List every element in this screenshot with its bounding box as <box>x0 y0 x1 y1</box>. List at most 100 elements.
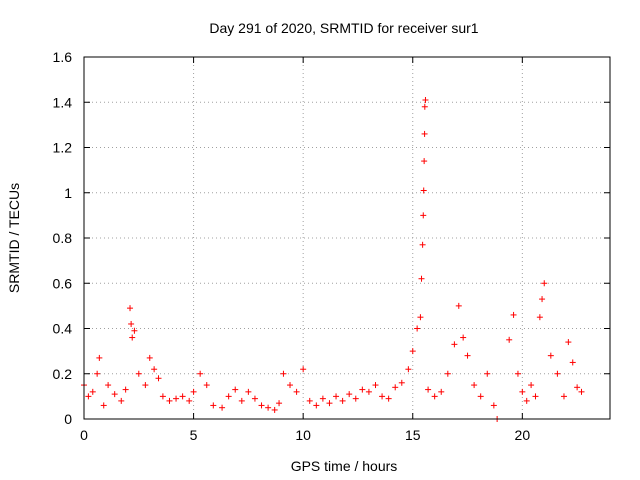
x-axis-label: GPS time / hours <box>291 458 398 474</box>
data-point <box>421 158 428 165</box>
data-point <box>203 382 210 389</box>
x-tick-label: 10 <box>295 427 311 443</box>
data-point <box>523 397 530 404</box>
data-point <box>554 370 561 377</box>
data-point <box>251 395 258 402</box>
data-point <box>128 320 135 327</box>
data-point <box>514 370 521 377</box>
y-tick-label: 0.8 <box>53 230 73 246</box>
data-point <box>210 402 217 409</box>
data-point <box>287 382 294 389</box>
data-point <box>421 130 428 137</box>
data-point <box>276 400 283 407</box>
x-tick-label: 5 <box>190 427 198 443</box>
data-point <box>385 395 392 402</box>
x-tick-label: 15 <box>405 427 421 443</box>
y-tick-label: 0 <box>64 411 72 427</box>
data-point <box>166 397 173 404</box>
data-point <box>419 241 426 248</box>
data-point <box>565 339 572 346</box>
data-point <box>484 370 491 377</box>
data-point <box>455 302 462 309</box>
y-tick-label: 0.2 <box>53 366 73 382</box>
data-point <box>532 393 539 400</box>
x-tick-label: 0 <box>80 427 88 443</box>
data-point <box>519 388 526 395</box>
data-point <box>155 375 162 382</box>
data-point <box>464 352 471 359</box>
grid-lines <box>84 57 610 419</box>
data-point <box>271 406 278 413</box>
data-point <box>547 352 554 359</box>
data-point <box>225 393 232 400</box>
data-point <box>131 327 138 334</box>
data-point <box>326 400 333 407</box>
y-tick-label: 1.6 <box>53 49 73 65</box>
data-point <box>111 391 118 398</box>
data-point <box>418 275 425 282</box>
data-point <box>541 280 548 287</box>
plot-frame <box>83 56 611 420</box>
data-point <box>490 402 497 409</box>
data-point <box>352 395 359 402</box>
data-point <box>96 354 103 361</box>
data-point <box>510 311 517 318</box>
y-tick-label: 0.6 <box>53 275 73 291</box>
data-point <box>438 388 445 395</box>
data-point <box>431 393 438 400</box>
data-point <box>159 393 166 400</box>
x-tick-label: 20 <box>515 427 531 443</box>
data-point <box>173 395 180 402</box>
data-point <box>425 386 432 393</box>
data-point <box>333 393 340 400</box>
y-tick-label: 1 <box>64 185 72 201</box>
y-tick-labels: 0 0.2 0.4 0.6 0.8 1 1.2 1.4 1.6 <box>53 49 73 427</box>
data-point <box>444 370 451 377</box>
data-point <box>319 395 326 402</box>
data-point <box>265 404 272 411</box>
data-point <box>422 96 429 103</box>
data-point <box>151 366 158 373</box>
data-point <box>477 393 484 400</box>
axis-ticks <box>83 56 610 420</box>
data-point <box>421 103 428 110</box>
data-point <box>118 397 125 404</box>
data-point <box>339 397 346 404</box>
data-point <box>398 379 405 386</box>
y-tick-label: 0.4 <box>53 321 73 337</box>
data-point <box>506 336 513 343</box>
data-point <box>539 296 546 303</box>
data-point <box>405 366 412 373</box>
data-point <box>420 212 427 219</box>
data-point <box>122 386 129 393</box>
data-point <box>536 314 543 321</box>
data-point <box>85 393 92 400</box>
data-points <box>81 96 585 422</box>
data-point <box>135 370 142 377</box>
data-point <box>127 305 134 312</box>
data-point <box>100 402 107 409</box>
data-point <box>190 388 197 395</box>
data-point <box>300 366 307 373</box>
data-point <box>306 397 313 404</box>
data-point <box>197 370 204 377</box>
x-tick-labels: 0 5 10 15 20 <box>80 427 530 443</box>
data-point <box>142 382 149 389</box>
chart-title: Day 291 of 2020, SRMTID for receiver sur… <box>209 20 478 36</box>
data-point <box>409 348 416 355</box>
data-point <box>258 402 265 409</box>
data-point <box>179 393 186 400</box>
data-point <box>186 397 193 404</box>
data-point <box>105 382 112 389</box>
data-point <box>146 354 153 361</box>
data-point <box>528 382 535 389</box>
data-point <box>392 384 399 391</box>
data-point <box>313 402 320 409</box>
data-point <box>293 388 300 395</box>
data-point <box>365 388 372 395</box>
data-point <box>232 386 239 393</box>
data-point <box>94 370 101 377</box>
y-tick-label: 1.4 <box>53 94 73 110</box>
data-point <box>578 388 585 395</box>
